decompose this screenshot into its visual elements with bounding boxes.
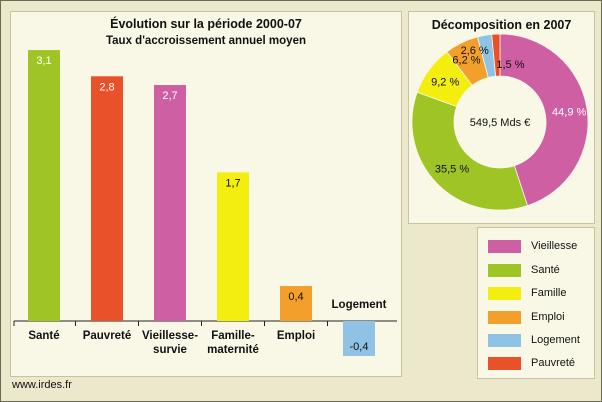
bar-value-label: 2,7 (162, 90, 177, 102)
category-label: Santé (28, 330, 59, 342)
bar (217, 172, 249, 321)
bar-chart-subtitle: Taux d'accroissement annuel moyen (105, 35, 306, 47)
donut-value-label: 9,2 % (431, 77, 459, 89)
legend-item-sante: Santé (488, 262, 560, 278)
bar-chart-title: Évolution sur la période 2000-07 (110, 17, 302, 31)
legend-label: Emploi (531, 311, 565, 323)
category-label: survie (153, 344, 187, 356)
legend-label: Logement (531, 334, 580, 346)
bar-value-label: 3,1 (36, 55, 51, 67)
bar-value-label: 2,8 (99, 81, 114, 93)
legend-item-pauvrete: Pauvreté (488, 355, 575, 371)
bar-value-label: 1,7 (225, 177, 240, 189)
category-label: Vieillesse- (142, 330, 198, 342)
donut-center-label: 549,5 Mds € (470, 117, 531, 129)
bar (91, 76, 123, 321)
legend-swatch (488, 310, 521, 324)
legend-item-vieillesse: Vieillesse (488, 238, 577, 254)
legend-label: Famille (531, 287, 567, 299)
legend-swatch (488, 356, 521, 370)
legend-label: Vieillesse (531, 240, 578, 252)
category-label: Emploi (277, 330, 315, 342)
category-label: Logement (332, 299, 387, 311)
category-label: maternité (207, 344, 259, 356)
donut-value-label: 1,5 % (496, 59, 524, 71)
legend-swatch (488, 333, 521, 347)
legend-label: Pauvreté (531, 357, 576, 369)
bar-value-label: -0,4 (350, 341, 369, 353)
donut-chart: 549,5 Mds € 44,9 % 35,5 % 9,2 % 6,2 %2,6 % 1,… (411, 33, 589, 211)
bar-chart-panel: Évolution sur la période 2000-07 Taux d'… (10, 11, 402, 377)
legend-item-logement: Logement (488, 332, 580, 348)
legend-item-famille: Famille (488, 285, 566, 301)
website-link[interactable]: www.irdes.fr (12, 379, 72, 391)
donut-value-label: 44,9 % (552, 106, 586, 118)
bar (343, 321, 375, 356)
donut-value-label: 6,2 % (452, 54, 480, 66)
legend-label: Santé (531, 264, 560, 276)
category-label: Famille- (211, 330, 255, 342)
bar-value-label: 0,4 (288, 291, 303, 303)
bar (154, 85, 186, 322)
donut-value-label: 2,6 % (461, 45, 489, 57)
legend-swatch (488, 263, 521, 277)
bar (280, 286, 312, 321)
donut-chart-title: Décomposition en 2007 (431, 18, 572, 32)
donut-value-label: 35,5 % (435, 164, 469, 176)
legend: Vieillesse Santé Famille Emploi Logement… (477, 227, 595, 379)
legend-item-emploi: Emploi (488, 309, 565, 325)
donut-hole (454, 76, 546, 168)
bar-chart: 3,1 Santé 2,8 Pauvreté 2,7 Vieillesse-survie 1… (13, 50, 397, 356)
legend-swatch (488, 286, 521, 300)
bar (28, 50, 60, 322)
donut-chart-panel: Décomposition en 2007 549,5 Mds € 44,9 % 3… (408, 11, 595, 224)
legend-swatch (488, 239, 521, 253)
category-label: Pauvreté (83, 330, 132, 342)
